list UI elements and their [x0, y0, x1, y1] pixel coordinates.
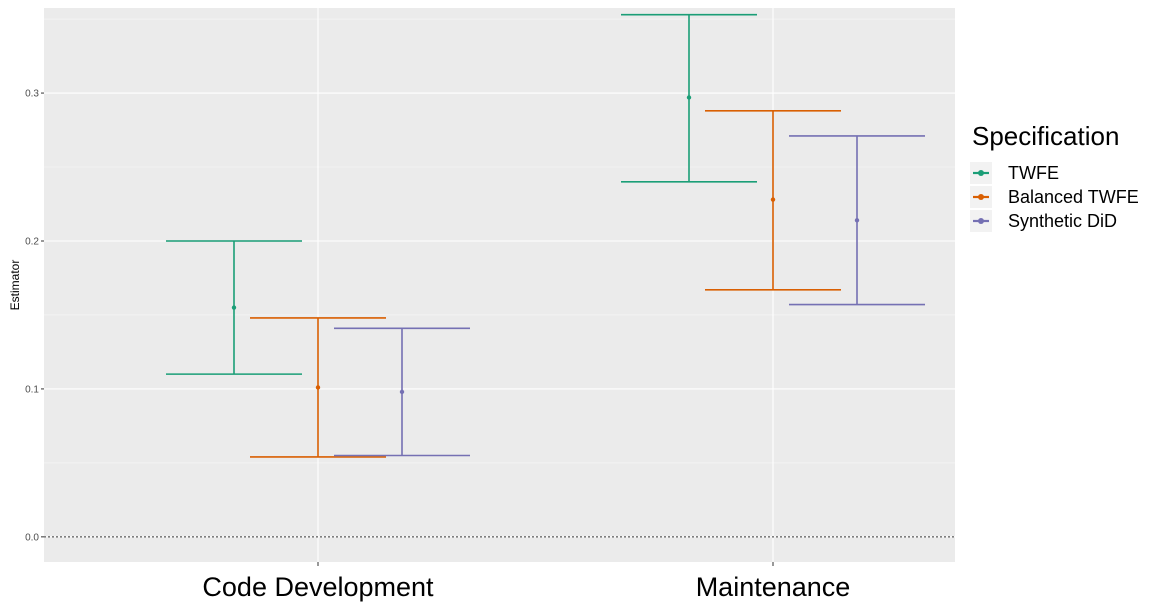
y-tick-label: 0.0	[25, 532, 39, 543]
error-bar	[705, 110, 841, 291]
legend-label: Balanced TWFE	[1008, 187, 1139, 207]
x-tick-label: Code Development	[202, 572, 434, 602]
estimate-point	[399, 389, 405, 395]
y-axis-ticks: 0.0 0.1 0.2 0.3	[25, 89, 44, 543]
error-bar	[250, 317, 386, 458]
plot-panel	[44, 8, 955, 562]
estimate-point	[231, 305, 237, 310]
y-axis-label: Estimator	[8, 260, 22, 311]
legend-key-point	[978, 194, 984, 200]
legend-key-point	[978, 218, 984, 224]
estimate-point	[315, 385, 321, 390]
legend-key-point	[978, 170, 984, 176]
grid-minor	[44, 18, 955, 464]
error-bars	[166, 13, 925, 458]
legend-label: Synthetic DiD	[1008, 211, 1117, 231]
estimate-point	[770, 197, 776, 202]
error-bar	[789, 135, 925, 306]
error-bar	[621, 13, 757, 183]
estimate-point	[686, 95, 692, 100]
error-bar	[166, 240, 302, 375]
x-axis-ticks: Code Development Maintenance	[202, 562, 850, 602]
legend-item: Synthetic DiD	[970, 210, 1117, 232]
y-tick-label: 0.1	[25, 384, 39, 395]
legend-title: Specification	[972, 121, 1119, 151]
error-bar	[334, 327, 470, 457]
legend: Specification TWFE Balanced TWFE Synthetic…	[970, 121, 1139, 232]
legend-label: TWFE	[1008, 163, 1059, 183]
estimate-point	[854, 218, 860, 223]
y-tick-label: 0.3	[25, 89, 39, 100]
legend-item: TWFE	[970, 162, 1059, 184]
x-tick-label: Maintenance	[696, 572, 851, 602]
legend-item: Balanced TWFE	[970, 186, 1139, 208]
y-tick-label: 0.2	[25, 236, 39, 247]
